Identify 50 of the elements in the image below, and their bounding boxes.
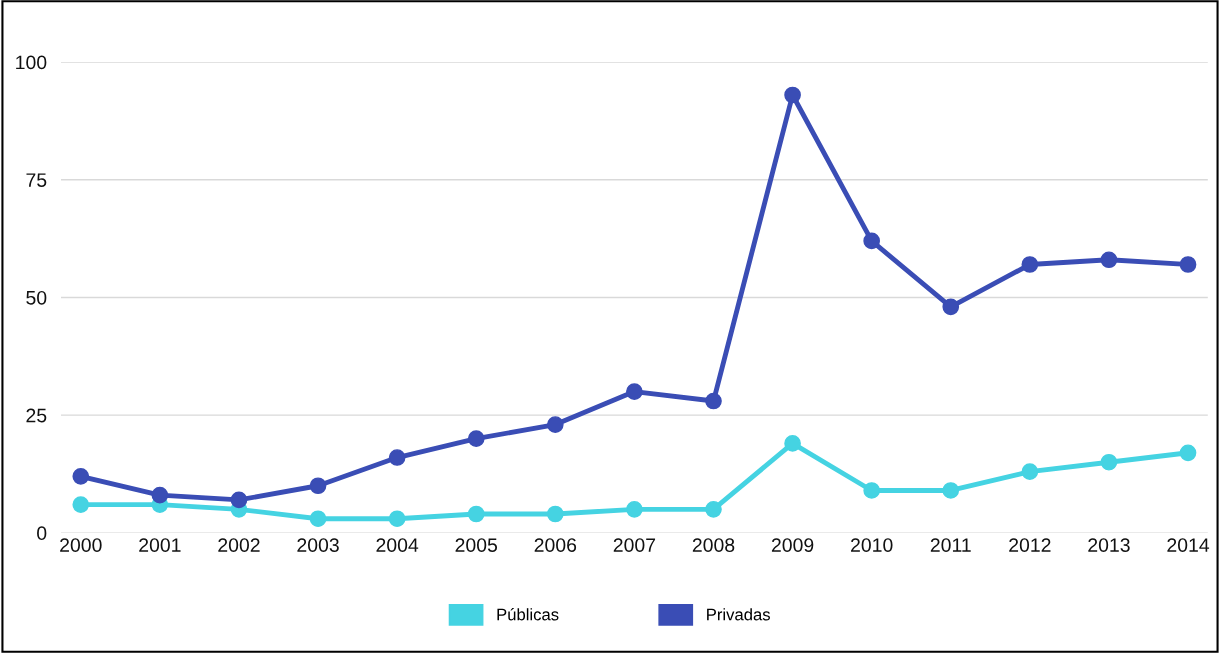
- y-tick-label: 50: [26, 290, 47, 305]
- y-tick-label: 25: [26, 408, 47, 423]
- legend-label: Públicas: [497, 608, 559, 621]
- x-tick-label: 2002: [218, 538, 260, 552]
- y-tick-label: 100: [16, 55, 47, 70]
- x-tick-label: 2000: [60, 538, 102, 552]
- point: [705, 392, 722, 410]
- point: [467, 430, 485, 448]
- x-tick-label: 2012: [1009, 538, 1051, 552]
- point: [626, 500, 643, 518]
- point: [1100, 251, 1118, 269]
- x-tick-label: 2005: [455, 538, 498, 552]
- point: [1179, 444, 1197, 462]
- x-tick-label: 2014: [1167, 538, 1210, 552]
- x-tick-label: 2004: [376, 538, 419, 552]
- point: [388, 449, 406, 466]
- y-tick-label: 75: [26, 173, 47, 187]
- point: [626, 383, 643, 400]
- x-tick-label: 2006: [534, 538, 577, 552]
- point: [151, 486, 169, 504]
- x-tick-label: 2009: [771, 538, 814, 552]
- legend-label: Privadas: [707, 608, 770, 621]
- point: [546, 416, 564, 433]
- point: [1021, 256, 1039, 273]
- point: [942, 482, 960, 499]
- point: [230, 491, 248, 509]
- point: [388, 510, 406, 528]
- point: [784, 435, 801, 452]
- point: [1021, 463, 1039, 480]
- point: [309, 477, 327, 495]
- x-tick-label: 2011: [930, 538, 971, 552]
- point: [1179, 256, 1197, 273]
- x-tick-label: 2001: [139, 538, 181, 552]
- point: [546, 505, 564, 523]
- x-tick-label: 2008: [692, 538, 735, 552]
- x-tick-label: 2003: [297, 538, 339, 552]
- point: [705, 500, 722, 518]
- point: [72, 468, 90, 485]
- point: [863, 232, 881, 250]
- y-tick-label: 0: [37, 526, 47, 541]
- point: [1100, 453, 1118, 471]
- point: [942, 298, 960, 316]
- point: [72, 496, 90, 513]
- point: [309, 510, 327, 528]
- x-tick-label: 2013: [1088, 538, 1130, 552]
- x-tick-label: 2007: [613, 538, 656, 552]
- x-tick-label: 2010: [851, 538, 893, 552]
- point: [467, 505, 485, 523]
- point: [863, 482, 881, 499]
- point: [784, 86, 801, 104]
